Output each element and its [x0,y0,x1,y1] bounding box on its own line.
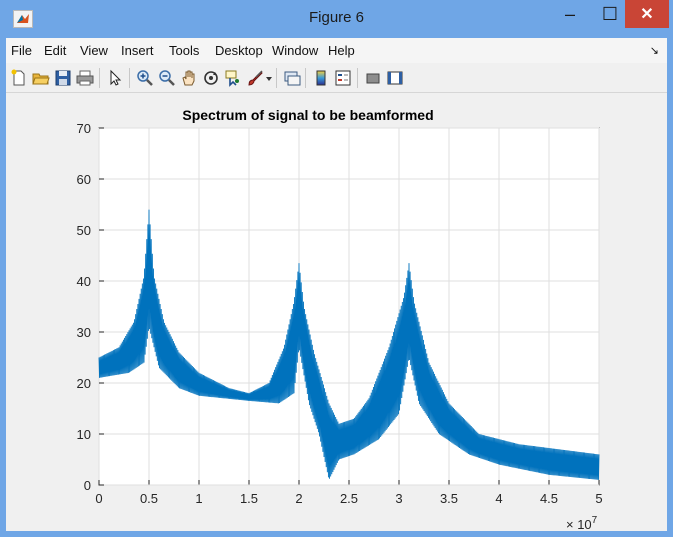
figure-toolbar [6,63,667,93]
spectrum-series [98,209,600,480]
zoom-out-icon[interactable] [158,69,176,87]
toolbar-separator [305,68,306,88]
window-title: Figure 6 [308,9,365,26]
x-tick-label: 5 [595,491,602,506]
zoom-in-icon[interactable] [136,69,154,87]
menu-view[interactable]: View [80,43,108,58]
y-tick-label: 50 [77,223,91,238]
menu-tools[interactable]: Tools [169,43,200,58]
y-tick-label: 30 [77,325,91,340]
x-tick-label: 1.5 [240,491,258,506]
figure-canvas: 0 0.5 1 1.5 2 2.5 3 3.5 4 4.5 5 0 10 20 30 40 50 60 70 Spe… [6,93,667,531]
new-figure-icon[interactable] [10,69,28,87]
data-cursor-icon[interactable] [224,69,242,87]
x-tick-label: 3 [395,491,402,506]
minimize-button[interactable]: – [564,3,575,24]
x-tick-label: 4.5 [540,491,558,506]
brush-dropdown-icon[interactable] [265,69,273,87]
y-tick-label: 10 [77,427,91,442]
pan-hand-icon[interactable] [180,69,198,87]
x-tick-label: 4 [495,491,502,506]
x-tick-label: 3.5 [440,491,458,506]
colorbar-icon[interactable] [312,69,330,87]
brush-icon[interactable] [246,69,264,87]
menu-edit[interactable]: Edit [44,43,67,58]
x-tick-label: 2 [295,491,302,506]
menu-insert[interactable]: Insert [121,43,154,58]
title-bar[interactable]: Figure 6 – ☐ ✕ [0,0,673,38]
dock-arrow-icon[interactable]: ↘ [649,45,659,57]
toolbar-separator [99,68,100,88]
spectrum-line [98,209,600,480]
x-tick-label: 0.5 [140,491,158,506]
menu-desktop[interactable]: Desktop [215,43,263,58]
maximize-button[interactable]: ☐ [601,3,619,24]
toolbar-separator [276,68,277,88]
menu-file[interactable]: File [11,43,32,58]
x-tick-label: 2.5 [340,491,358,506]
menu-window[interactable]: Window [272,43,319,58]
x-tick-label: 0 [95,491,102,506]
hide-plot-tools-icon[interactable] [364,69,382,87]
rotate-3d-icon[interactable] [202,69,220,87]
y-tick-label: 40 [77,274,91,289]
show-plot-tools-icon[interactable] [386,69,404,87]
y-tick-label: 20 [77,376,91,391]
toolbar-separator [129,68,130,88]
save-icon[interactable] [54,69,72,87]
x-exponent-power: 7 [592,515,598,526]
print-icon[interactable] [76,69,94,87]
x-exponent-label: × 107 [566,515,598,531]
y-tick-label: 70 [77,121,91,136]
toolbar-separator [357,68,358,88]
legend-icon[interactable] [334,69,352,87]
plot-title: Spectrum of signal to be beamformed [182,107,433,123]
link-plot-icon[interactable] [283,69,301,87]
close-button[interactable]: ✕ [625,0,669,28]
menu-help[interactable]: Help [328,43,355,58]
matlab-app-icon[interactable] [13,10,33,28]
figure-client-area: File Edit View Insert Tools Desktop Wind… [6,38,667,531]
open-file-icon[interactable] [32,69,50,87]
menu-bar: File Edit View Insert Tools Desktop Wind… [6,38,667,63]
pointer-icon[interactable] [106,69,124,87]
x-tick-label: 1 [195,491,202,506]
x-exponent-base: × 10 [566,517,592,531]
y-tick-label: 0 [84,478,91,493]
y-tick-label: 60 [77,172,91,187]
